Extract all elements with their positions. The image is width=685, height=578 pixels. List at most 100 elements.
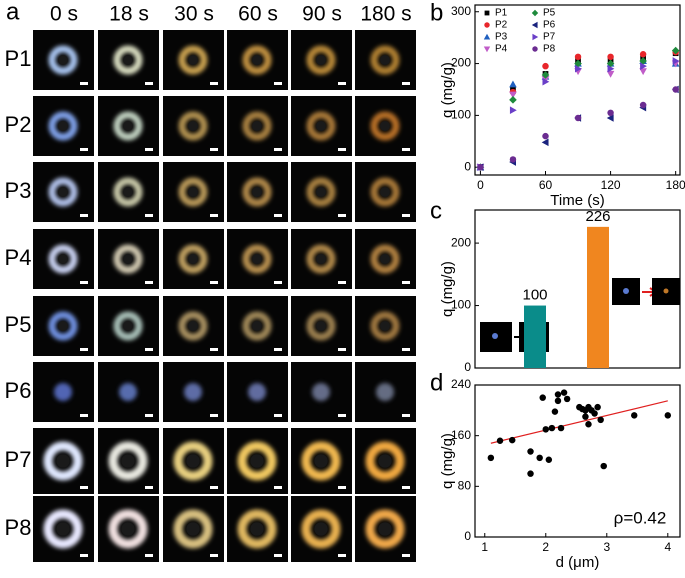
legend-label: P2: [495, 20, 508, 31]
legend-marker: [483, 46, 491, 53]
marker: [563, 395, 571, 403]
scale-bar: [274, 281, 282, 284]
particle-ring: [43, 509, 83, 549]
particle-core: [316, 321, 326, 331]
marker: [574, 53, 582, 61]
marker: [551, 408, 559, 415]
particle: [54, 383, 72, 401]
marker: [607, 53, 614, 61]
particle-ring: [306, 244, 336, 274]
particle-ring: [113, 244, 143, 274]
particle-ring: [242, 111, 272, 141]
particle-ring: [306, 111, 336, 141]
scale-bar: [338, 414, 346, 417]
marker: [639, 51, 647, 58]
scale-bar: [210, 486, 218, 489]
marker: [509, 96, 517, 104]
scale-bar: [210, 554, 218, 557]
legend-marker: [532, 46, 538, 52]
particle-core: [252, 321, 262, 331]
x-tick-label: 4: [664, 540, 671, 554]
scale-bar: [274, 148, 282, 151]
marker: [557, 424, 565, 432]
particle-ring: [365, 509, 405, 549]
scale-bar: [402, 281, 410, 284]
marker: [607, 64, 615, 73]
particle-ring: [108, 509, 148, 549]
particle-core: [316, 121, 326, 131]
particle-ring: [48, 311, 78, 341]
inset-particle: [663, 288, 669, 294]
scale-bar: [338, 148, 346, 151]
particle-core: [188, 254, 198, 264]
scale-bar: [274, 414, 282, 417]
marker: [591, 410, 598, 417]
legend-label: P6: [543, 20, 556, 31]
particle-ring: [237, 441, 277, 481]
x-tick-label: 60: [539, 178, 553, 192]
particle-core: [58, 321, 68, 331]
particle-ring: [242, 244, 272, 274]
marker: [527, 448, 534, 455]
particle-ring: [43, 441, 83, 481]
scale-bar: [80, 414, 88, 417]
plot-frame: [474, 384, 681, 538]
marker: [496, 437, 504, 444]
scale-bar: [80, 486, 88, 489]
scale-bar: [80, 554, 88, 557]
y-tick-label: 200: [451, 235, 471, 249]
y-tick-label: 240: [451, 377, 471, 391]
marker: [527, 470, 534, 477]
particle-ring: [306, 45, 336, 75]
particle-core: [252, 254, 262, 264]
row-label: P3: [5, 178, 32, 203]
particle-core: [316, 55, 326, 65]
legend-marker: [531, 9, 539, 17]
scale-bar: [338, 486, 346, 489]
particle-ring: [48, 244, 78, 274]
micrograph-grid: [33, 30, 416, 562]
marker: [574, 114, 582, 122]
legend-marker: [484, 10, 490, 16]
scale-bar: [145, 554, 153, 557]
scale-bar: [80, 281, 88, 284]
panel-label: b: [430, 0, 443, 26]
panel-label: d: [430, 369, 443, 396]
scale-bar: [145, 214, 153, 217]
particle-ring: [178, 45, 208, 75]
marker: [600, 462, 607, 470]
scale-bar: [145, 348, 153, 351]
particle-core: [188, 121, 198, 131]
particle-core: [123, 121, 133, 131]
particle: [119, 383, 137, 401]
inset-particle: [623, 288, 629, 294]
scale-bar: [145, 82, 153, 85]
particle-core: [380, 121, 390, 131]
particle-core: [123, 254, 133, 264]
particle-ring: [173, 441, 213, 481]
row-label: P1: [5, 46, 32, 71]
particle-core: [188, 187, 198, 197]
particle-ring: [113, 111, 143, 141]
scale-bar: [80, 148, 88, 151]
legend-marker: [483, 33, 491, 40]
particle-core: [58, 187, 68, 197]
scale-bar: [338, 214, 346, 217]
particle-core: [58, 55, 68, 65]
fit-line: [490, 400, 668, 444]
column-label: 30 s: [174, 3, 214, 26]
marker: [672, 86, 679, 93]
particle-ring: [242, 45, 272, 75]
particle-ring: [237, 509, 277, 549]
marker: [509, 156, 517, 163]
particle-ring: [48, 111, 78, 141]
particle-ring: [370, 244, 400, 274]
plot-frame: [474, 4, 681, 176]
scale-bar: [274, 486, 282, 489]
x-axis-label: d (μm): [556, 554, 600, 571]
particle-core: [123, 321, 133, 331]
marker: [548, 424, 556, 432]
particle: [184, 383, 202, 401]
x-tick-label: 1: [481, 540, 488, 554]
legend-marker: [531, 21, 538, 29]
